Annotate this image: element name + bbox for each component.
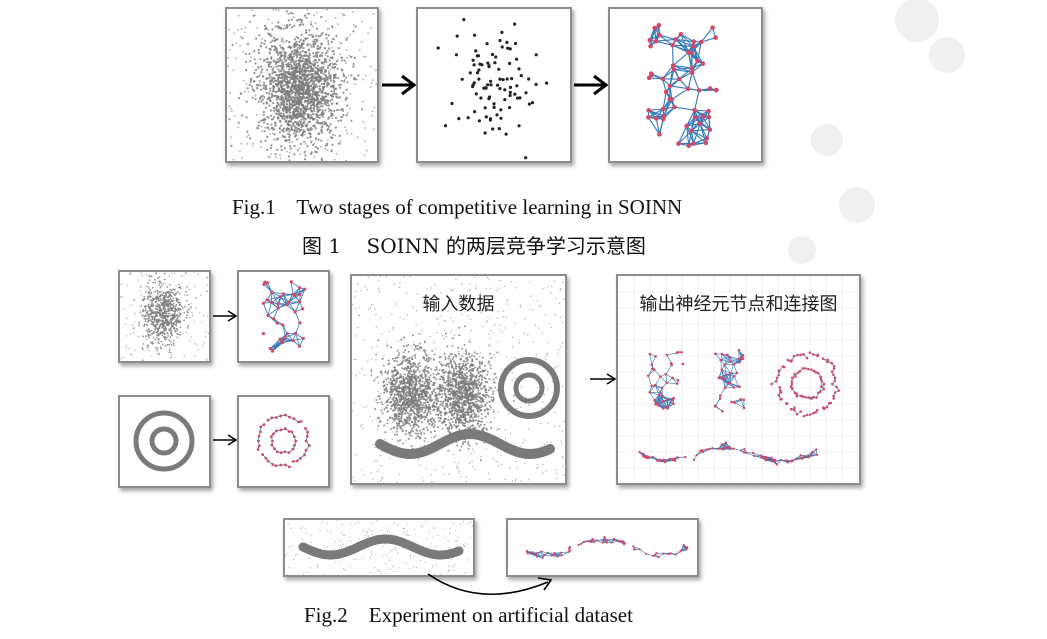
fig2-output-network-panel: 输出神经元节点和连接图 — [616, 274, 861, 485]
watermark — [788, 0, 965, 264]
fig2-ring-data-panel — [118, 395, 211, 488]
fig2-blob-data-panel — [118, 270, 211, 363]
fig2-arrow-main — [590, 373, 617, 385]
fig1-caption-en: Fig.1 Two stages of competitive learning… — [232, 195, 683, 219]
input-data-title: 输入数据 — [422, 294, 495, 315]
fig1-raw-data-panel — [225, 7, 379, 163]
output-network-title: 输出神经元节点和连接图 — [639, 294, 838, 315]
fig1-arrow-1 — [382, 74, 417, 96]
fig2-input-data-panel: 输入数据 — [350, 274, 567, 485]
fig2-arrow-blob — [213, 310, 238, 322]
fig1-arrow-2 — [574, 74, 609, 96]
fig2-blob-network-panel — [237, 270, 330, 363]
fig2-arrow-ring — [213, 434, 238, 446]
fig2-caption: Fig.2 Experiment on artificial dataset — [304, 603, 633, 627]
fig1-network-panel — [608, 7, 763, 163]
fig1-caption-cn: 图 1 SOINN 的两层竞争学习示意图 — [302, 234, 646, 258]
fig2-wave-network-panel — [506, 518, 699, 577]
fig2-curved-arrow — [427, 573, 553, 596]
fig2-ring-network-panel — [237, 395, 330, 488]
fig1-first-layer-panel — [416, 7, 572, 163]
fig2-wave-data-panel — [283, 518, 475, 577]
